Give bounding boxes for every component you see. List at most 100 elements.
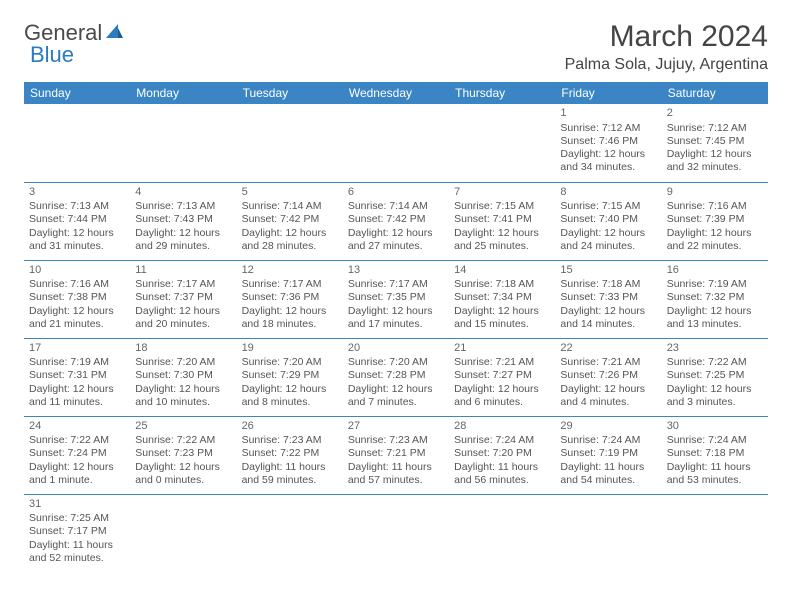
sunset-text: Sunset: 7:38 PM	[29, 291, 125, 304]
sunrise-text: Sunrise: 7:22 AM	[29, 434, 125, 447]
calendar-day-cell: 15Sunrise: 7:18 AMSunset: 7:33 PMDayligh…	[555, 260, 661, 338]
calendar-day-cell: 21Sunrise: 7:21 AMSunset: 7:27 PMDayligh…	[449, 338, 555, 416]
calendar-week-row: 17Sunrise: 7:19 AMSunset: 7:31 PMDayligh…	[24, 338, 768, 416]
sunrise-text: Sunrise: 7:14 AM	[242, 200, 338, 213]
calendar-table: SundayMondayTuesdayWednesdayThursdayFrid…	[24, 82, 768, 572]
sunrise-text: Sunrise: 7:24 AM	[667, 434, 763, 447]
day-number: 25	[135, 420, 231, 434]
daylight-text: Daylight: 12 hours and 14 minutes.	[560, 305, 656, 331]
daylight-text: Daylight: 12 hours and 8 minutes.	[242, 383, 338, 409]
calendar-day-cell	[343, 494, 449, 572]
weekday-header: Tuesday	[237, 82, 343, 104]
sunrise-text: Sunrise: 7:16 AM	[667, 200, 763, 213]
calendar-day-cell: 8Sunrise: 7:15 AMSunset: 7:40 PMDaylight…	[555, 182, 661, 260]
location: Palma Sola, Jujuy, Argentina	[565, 56, 768, 74]
calendar-day-cell: 2Sunrise: 7:12 AMSunset: 7:45 PMDaylight…	[662, 104, 768, 182]
sunset-text: Sunset: 7:44 PM	[29, 213, 125, 226]
daylight-text: Daylight: 12 hours and 15 minutes.	[454, 305, 550, 331]
sunrise-text: Sunrise: 7:21 AM	[454, 356, 550, 369]
sunrise-text: Sunrise: 7:25 AM	[29, 512, 125, 525]
calendar-day-cell	[555, 494, 661, 572]
calendar-day-cell	[449, 494, 555, 572]
calendar-day-cell: 18Sunrise: 7:20 AMSunset: 7:30 PMDayligh…	[130, 338, 236, 416]
sunrise-text: Sunrise: 7:20 AM	[135, 356, 231, 369]
day-number: 8	[560, 186, 656, 200]
day-number: 19	[242, 342, 338, 356]
calendar-day-cell: 27Sunrise: 7:23 AMSunset: 7:21 PMDayligh…	[343, 416, 449, 494]
calendar-day-cell: 11Sunrise: 7:17 AMSunset: 7:37 PMDayligh…	[130, 260, 236, 338]
daylight-text: Daylight: 11 hours and 54 minutes.	[560, 461, 656, 487]
sunrise-text: Sunrise: 7:19 AM	[667, 278, 763, 291]
daylight-text: Daylight: 12 hours and 17 minutes.	[348, 305, 444, 331]
sunrise-text: Sunrise: 7:17 AM	[135, 278, 231, 291]
sunset-text: Sunset: 7:25 PM	[667, 369, 763, 382]
daylight-text: Daylight: 12 hours and 4 minutes.	[560, 383, 656, 409]
sunset-text: Sunset: 7:18 PM	[667, 447, 763, 460]
calendar-week-row: 3Sunrise: 7:13 AMSunset: 7:44 PMDaylight…	[24, 182, 768, 260]
daylight-text: Daylight: 12 hours and 31 minutes.	[29, 227, 125, 253]
day-number: 11	[135, 264, 231, 278]
month-title: March 2024	[565, 20, 768, 54]
sunset-text: Sunset: 7:34 PM	[454, 291, 550, 304]
sunset-text: Sunset: 7:41 PM	[454, 213, 550, 226]
sunrise-text: Sunrise: 7:13 AM	[135, 200, 231, 213]
sunset-text: Sunset: 7:37 PM	[135, 291, 231, 304]
calendar-day-cell: 6Sunrise: 7:14 AMSunset: 7:42 PMDaylight…	[343, 182, 449, 260]
daylight-text: Daylight: 11 hours and 56 minutes.	[454, 461, 550, 487]
daylight-text: Daylight: 12 hours and 1 minute.	[29, 461, 125, 487]
calendar-day-cell: 22Sunrise: 7:21 AMSunset: 7:26 PMDayligh…	[555, 338, 661, 416]
day-number: 23	[667, 342, 763, 356]
calendar-day-cell: 10Sunrise: 7:16 AMSunset: 7:38 PMDayligh…	[24, 260, 130, 338]
daylight-text: Daylight: 11 hours and 57 minutes.	[348, 461, 444, 487]
daylight-text: Daylight: 12 hours and 28 minutes.	[242, 227, 338, 253]
day-number: 5	[242, 186, 338, 200]
day-number: 22	[560, 342, 656, 356]
weekday-header: Friday	[555, 82, 661, 104]
daylight-text: Daylight: 12 hours and 7 minutes.	[348, 383, 444, 409]
day-number: 14	[454, 264, 550, 278]
day-number: 10	[29, 264, 125, 278]
sunrise-text: Sunrise: 7:18 AM	[560, 278, 656, 291]
calendar-header-row: SundayMondayTuesdayWednesdayThursdayFrid…	[24, 82, 768, 104]
sunset-text: Sunset: 7:23 PM	[135, 447, 231, 460]
sunrise-text: Sunrise: 7:24 AM	[454, 434, 550, 447]
daylight-text: Daylight: 12 hours and 29 minutes.	[135, 227, 231, 253]
weekday-header: Thursday	[449, 82, 555, 104]
day-number: 9	[667, 186, 763, 200]
sunrise-text: Sunrise: 7:24 AM	[560, 434, 656, 447]
calendar-day-cell: 30Sunrise: 7:24 AMSunset: 7:18 PMDayligh…	[662, 416, 768, 494]
daylight-text: Daylight: 12 hours and 13 minutes.	[667, 305, 763, 331]
daylight-text: Daylight: 12 hours and 22 minutes.	[667, 227, 763, 253]
day-number: 24	[29, 420, 125, 434]
sunset-text: Sunset: 7:27 PM	[454, 369, 550, 382]
day-number: 2	[667, 107, 763, 121]
calendar-day-cell	[237, 104, 343, 182]
day-number: 7	[454, 186, 550, 200]
daylight-text: Daylight: 12 hours and 34 minutes.	[560, 148, 656, 174]
sunrise-text: Sunrise: 7:20 AM	[242, 356, 338, 369]
sunset-text: Sunset: 7:20 PM	[454, 447, 550, 460]
day-number: 26	[242, 420, 338, 434]
sunrise-text: Sunrise: 7:21 AM	[560, 356, 656, 369]
calendar-day-cell: 17Sunrise: 7:19 AMSunset: 7:31 PMDayligh…	[24, 338, 130, 416]
sunset-text: Sunset: 7:35 PM	[348, 291, 444, 304]
calendar-day-cell: 3Sunrise: 7:13 AMSunset: 7:44 PMDaylight…	[24, 182, 130, 260]
daylight-text: Daylight: 11 hours and 53 minutes.	[667, 461, 763, 487]
sunset-text: Sunset: 7:22 PM	[242, 447, 338, 460]
logo-text-2: Blue	[30, 42, 74, 68]
day-number: 3	[29, 186, 125, 200]
calendar-day-cell: 20Sunrise: 7:20 AMSunset: 7:28 PMDayligh…	[343, 338, 449, 416]
daylight-text: Daylight: 12 hours and 21 minutes.	[29, 305, 125, 331]
sunset-text: Sunset: 7:30 PM	[135, 369, 231, 382]
calendar-day-cell	[449, 104, 555, 182]
sunset-text: Sunset: 7:33 PM	[560, 291, 656, 304]
calendar-day-cell: 25Sunrise: 7:22 AMSunset: 7:23 PMDayligh…	[130, 416, 236, 494]
sunset-text: Sunset: 7:45 PM	[667, 135, 763, 148]
calendar-day-cell: 31Sunrise: 7:25 AMSunset: 7:17 PMDayligh…	[24, 494, 130, 572]
sunset-text: Sunset: 7:28 PM	[348, 369, 444, 382]
sunrise-text: Sunrise: 7:16 AM	[29, 278, 125, 291]
sunrise-text: Sunrise: 7:15 AM	[454, 200, 550, 213]
daylight-text: Daylight: 12 hours and 18 minutes.	[242, 305, 338, 331]
sunrise-text: Sunrise: 7:20 AM	[348, 356, 444, 369]
calendar-day-cell: 16Sunrise: 7:19 AMSunset: 7:32 PMDayligh…	[662, 260, 768, 338]
